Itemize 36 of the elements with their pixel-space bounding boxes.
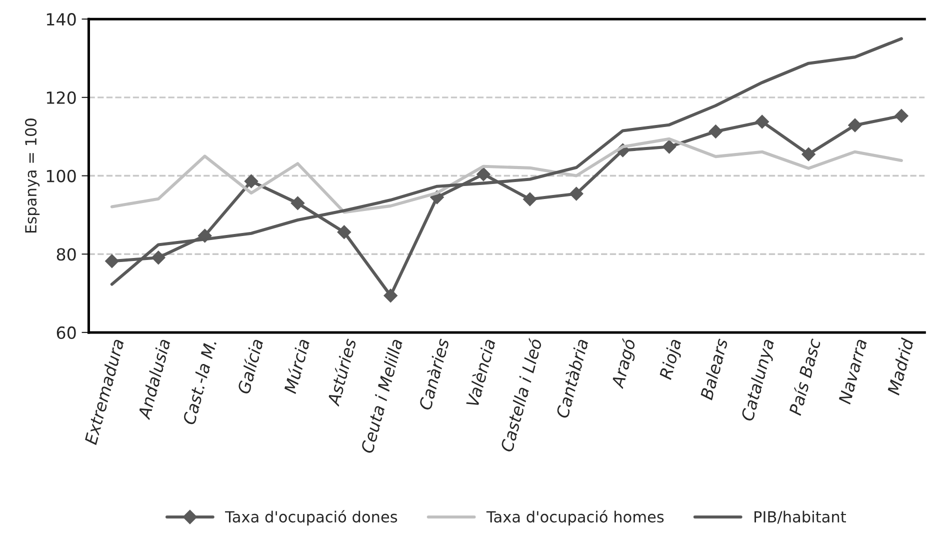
y-tick-label: 140 — [46, 13, 76, 26]
y-tick-label: 60 — [56, 326, 76, 340]
y-axis-title: Espanya = 100 — [25, 118, 40, 232]
point — [755, 114, 770, 129]
legend-label: PIB/habitant — [754, 510, 846, 524]
point — [802, 147, 816, 162]
point — [105, 254, 119, 268]
x-tick-label: Navarra — [838, 338, 868, 405]
legend-label: Taxa d'ocupació homes — [486, 510, 664, 526]
y-tick-label: 100 — [46, 170, 76, 182]
point — [244, 174, 258, 188]
x-tick-label: Astúries — [326, 337, 357, 407]
point — [523, 192, 537, 206]
x-tick-label: Ceuta i Melilla — [360, 338, 403, 454]
legend-label: Taxa d'ocupació dones — [225, 510, 398, 526]
point — [476, 167, 490, 182]
x-tick-label: Cast.-la M. — [182, 339, 217, 426]
point — [151, 250, 166, 265]
point — [569, 186, 584, 201]
y-tick-label: 80 — [56, 248, 76, 261]
point — [708, 124, 723, 138]
point — [290, 196, 305, 210]
x-tick-label: Castella i Lleó — [499, 338, 542, 452]
point — [384, 288, 398, 303]
x-tick-label: Galícia — [236, 338, 264, 394]
x-tick-label: Aragó — [610, 338, 639, 390]
y-tick-label: 120 — [46, 91, 76, 104]
x-tick-label: Rioja — [658, 338, 685, 381]
x-tick-label: Múrcia — [282, 338, 310, 394]
point — [894, 108, 908, 123]
point — [662, 140, 676, 154]
point — [848, 118, 862, 132]
x-tick-label: Madrid — [886, 337, 914, 396]
x-tick-label: Balears — [700, 338, 728, 400]
x-tick-label: País Basc — [788, 337, 821, 416]
point — [337, 225, 352, 240]
